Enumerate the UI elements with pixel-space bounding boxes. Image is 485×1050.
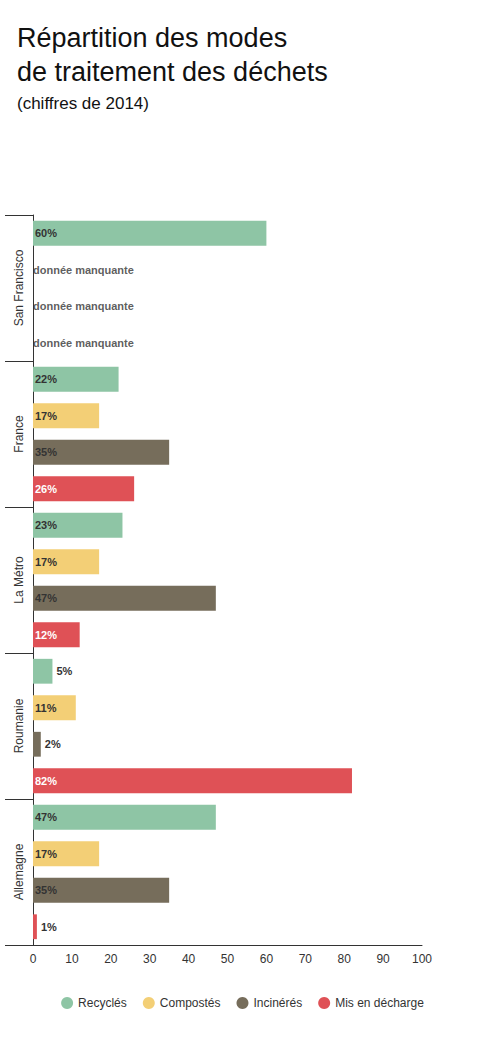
svg-text:donnée manquante: donnée manquante [33,337,134,349]
svg-text:Roumanie: Roumanie [12,698,26,753]
svg-text:40: 40 [182,952,196,966]
svg-text:donnée manquante: donnée manquante [33,300,134,312]
svg-text:2%: 2% [45,738,61,750]
svg-text:60: 60 [260,952,274,966]
svg-text:France: France [12,415,26,453]
svg-text:0: 0 [30,952,37,966]
svg-text:20: 20 [104,952,118,966]
svg-text:23%: 23% [35,519,57,531]
svg-text:1%: 1% [41,921,57,933]
svg-text:Allemagne: Allemagne [12,843,26,900]
svg-text:17%: 17% [35,410,57,422]
svg-text:Incinérés: Incinérés [253,996,302,1010]
svg-text:11%: 11% [35,702,57,714]
svg-text:35%: 35% [35,446,57,458]
svg-text:San Francisco: San Francisco [12,249,26,326]
svg-text:5%: 5% [56,665,72,677]
svg-text:70: 70 [299,952,313,966]
svg-text:60%: 60% [35,227,57,239]
svg-text:82%: 82% [35,775,57,787]
svg-text:(chiffres de 2014): (chiffres de 2014) [17,94,149,113]
svg-text:26%: 26% [35,483,57,495]
svg-text:Mis en décharge: Mis en décharge [335,996,424,1010]
svg-text:de traitement des déchets: de traitement des déchets [17,57,328,87]
svg-text:donnée manquante: donnée manquante [33,264,134,276]
svg-text:22%: 22% [35,373,57,385]
svg-text:10: 10 [65,952,79,966]
svg-text:Recyclés: Recyclés [78,996,127,1010]
svg-text:17%: 17% [35,556,57,568]
svg-text:80: 80 [338,952,352,966]
svg-text:50: 50 [221,952,235,966]
svg-text:100: 100 [412,952,432,966]
svg-text:Compostés: Compostés [160,996,221,1010]
svg-text:30: 30 [143,952,157,966]
svg-text:35%: 35% [35,884,57,896]
svg-text:47%: 47% [35,592,57,604]
svg-text:17%: 17% [35,848,57,860]
svg-text:La Métro: La Métro [12,556,26,604]
svg-text:12%: 12% [35,629,57,641]
svg-text:47%: 47% [35,811,57,823]
svg-text:90: 90 [376,952,390,966]
svg-text:Répartition des modes: Répartition des modes [17,23,287,53]
